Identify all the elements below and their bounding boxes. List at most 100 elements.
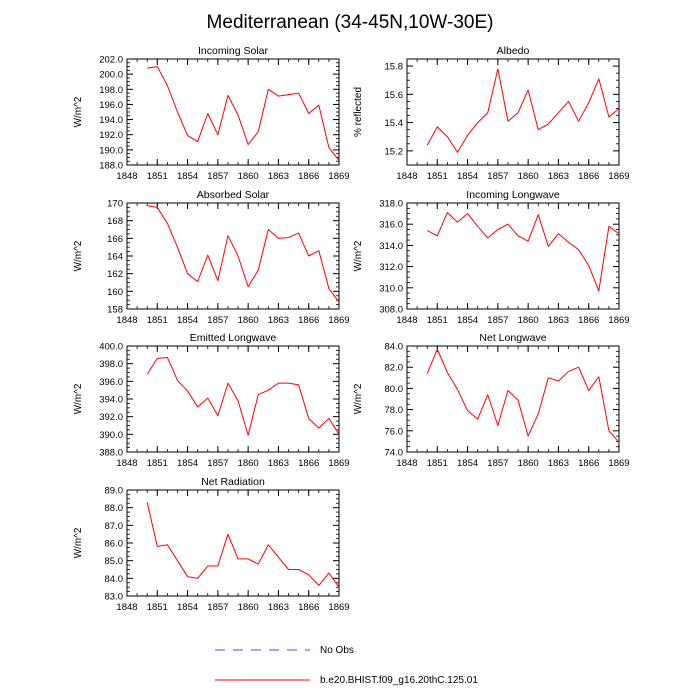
x-tick-label: 1866 (578, 171, 599, 182)
figure-title: Mediterranean (34-45N,10W-30E) (207, 12, 494, 33)
y-tick-label: 188.0 (99, 161, 123, 172)
y-tick-label: 76.0 (385, 426, 404, 437)
legend-model-label: b.e20.BHIST.f09_g16.20thC.125.01 (320, 675, 478, 686)
series-line (146, 356, 340, 436)
y-axis-label: W/m^2 (353, 240, 364, 271)
chart-panels: Incoming Solar 1848 1851 1854 1857 1860 1863 18… (73, 45, 630, 613)
y-tick-label: 198.0 (99, 85, 123, 96)
y-tick-label: 84.0 (385, 342, 404, 353)
panel-title: Albedo (497, 45, 530, 57)
legend: No Obs b.e20.BHIST.f09_g16.20thC.125.01 (215, 645, 478, 686)
y-tick-label: 316.0 (379, 220, 403, 231)
x-tick-label: 1866 (298, 171, 319, 182)
x-tick-label: 1848 (396, 458, 417, 469)
x-tick-label: 1869 (608, 458, 629, 469)
plot-frame (406, 202, 620, 310)
y-tick-label: 88.0 (105, 503, 124, 514)
x-tick-label: 1851 (147, 171, 168, 182)
x-tick-label: 1854 (177, 458, 198, 469)
x-tick-label: 1866 (298, 602, 319, 613)
panel-3: Incoming Longwave 1848 1851 1854 1857 1860 186… (353, 189, 630, 326)
x-tick-label: 1851 (427, 171, 448, 182)
y-tick-label: 194.0 (99, 115, 123, 126)
x-tick-label: 1863 (548, 171, 569, 182)
y-tick-label: 80.0 (385, 384, 404, 395)
x-tick-label: 1848 (116, 315, 137, 326)
panel-title: Incoming Solar (198, 45, 269, 57)
x-tick-label: 1860 (518, 458, 539, 469)
y-tick-label: 170 (107, 199, 123, 210)
x-tick-label: 1848 (116, 602, 137, 613)
x-tick-label: 1851 (427, 315, 448, 326)
series-line (426, 348, 620, 443)
y-tick-label: 15.4 (385, 118, 404, 129)
y-tick-label: 314.0 (379, 241, 403, 252)
x-tick-label: 1869 (328, 602, 349, 613)
x-tick-label: 1869 (608, 315, 629, 326)
y-tick-label: 15.8 (385, 62, 404, 73)
y-tick-label: 398.0 (99, 359, 123, 370)
panel-5: Net Longwave 1848 1851 1854 1857 1860 1863 1866… (353, 332, 630, 469)
y-tick-label: 164 (107, 252, 123, 263)
y-tick-label: 308.0 (379, 305, 403, 316)
y-tick-label: 15.6 (385, 90, 404, 101)
panel-0: Incoming Solar 1848 1851 1854 1857 1860 1863 18… (73, 45, 350, 182)
x-tick-label: 1863 (268, 171, 289, 182)
x-tick-label: 1866 (298, 458, 319, 469)
x-tick-label: 1854 (177, 171, 198, 182)
y-tick-label: 388.0 (99, 448, 123, 459)
y-tick-label: 160 (107, 287, 123, 298)
x-tick-label: 1869 (608, 171, 629, 182)
y-tick-label: 392.0 (99, 412, 123, 423)
plot-frame (126, 202, 340, 310)
x-tick-label: 1860 (238, 315, 259, 326)
panel-title: Net Radiation (201, 476, 265, 488)
x-tick-label: 1863 (268, 458, 289, 469)
x-tick-label: 1857 (207, 458, 228, 469)
y-tick-label: 78.0 (385, 405, 404, 416)
plot-frame (406, 345, 620, 453)
panel-2: Absorbed Solar 1848 1851 1854 1857 1860 1863 18… (73, 189, 350, 326)
y-tick-label: 390.0 (99, 430, 123, 441)
series-line (426, 212, 620, 292)
y-tick-label: 15.2 (385, 146, 404, 157)
x-tick-label: 1851 (427, 458, 448, 469)
x-tick-label: 1854 (177, 602, 198, 613)
x-tick-label: 1863 (548, 458, 569, 469)
x-tick-label: 1857 (487, 315, 508, 326)
x-tick-label: 1866 (578, 315, 599, 326)
x-tick-label: 1848 (396, 171, 417, 182)
legend-obs-label: No Obs (320, 645, 354, 656)
plot-frame (126, 58, 340, 166)
x-tick-label: 1863 (268, 315, 289, 326)
x-tick-label: 1857 (207, 602, 228, 613)
x-tick-label: 1851 (147, 458, 168, 469)
panel-title: Incoming Longwave (466, 189, 560, 201)
plot-frame (406, 58, 620, 166)
y-tick-label: 202.0 (99, 55, 123, 66)
x-tick-label: 1854 (457, 315, 478, 326)
x-tick-label: 1854 (457, 458, 478, 469)
x-tick-label: 1857 (207, 315, 228, 326)
x-tick-label: 1869 (328, 458, 349, 469)
y-axis-label: W/m^2 (353, 383, 364, 414)
y-tick-label: 86.0 (105, 539, 124, 550)
x-tick-label: 1857 (487, 171, 508, 182)
x-tick-label: 1860 (238, 458, 259, 469)
y-tick-label: 74.0 (385, 448, 404, 459)
y-axis-label: W/m^2 (73, 383, 84, 414)
y-tick-label: 396.0 (99, 377, 123, 388)
x-tick-label: 1860 (518, 315, 539, 326)
y-axis-label: W/m^2 (73, 240, 84, 271)
plot-frame (126, 345, 340, 453)
series-line (146, 502, 340, 588)
y-tick-label: 89.0 (105, 486, 124, 497)
x-tick-label: 1851 (147, 602, 168, 613)
x-tick-label: 1860 (518, 171, 539, 182)
y-tick-label: 83.0 (105, 592, 124, 603)
y-tick-label: 400.0 (99, 342, 123, 353)
y-tick-label: 190.0 (99, 145, 123, 156)
y-tick-label: 200.0 (99, 70, 123, 81)
y-tick-label: 85.0 (105, 556, 124, 567)
